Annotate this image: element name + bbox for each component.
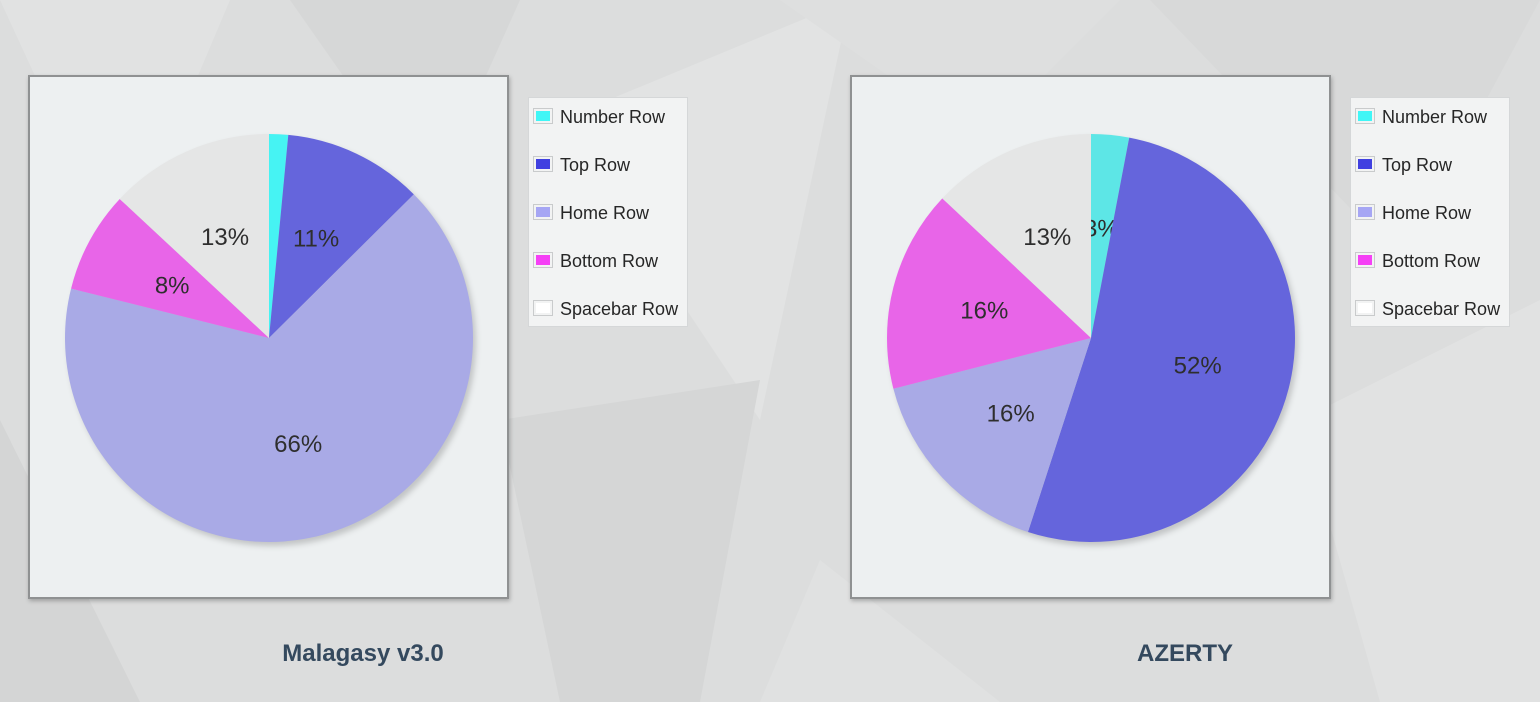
pie-chart: 3%52%16%16%13% — [887, 134, 1298, 546]
chart-title: AZERTY — [1137, 640, 1233, 667]
legend-swatch — [533, 156, 553, 172]
pie-slice-home-row — [893, 338, 1091, 533]
pie-chart-panel: 3% 52% 16% 16% 13% — [850, 75, 1331, 599]
legend-label: Top Row — [560, 155, 631, 175]
chart-title: Malagasy v3.0 — [282, 640, 444, 667]
legend-swatch — [1355, 204, 1375, 220]
slice-label-bottom-row: 16% — [960, 298, 1008, 325]
pie-slice-bottom-row — [887, 198, 1091, 389]
pie-chart: 11% 66% 8% 13% — [64, 134, 476, 546]
legend-label: Home Row — [1382, 203, 1472, 223]
legend-swatch — [1355, 300, 1375, 316]
legend-swatch — [1355, 156, 1375, 172]
legend-label: Number Row — [560, 107, 666, 127]
legend-label: Top Row — [1382, 155, 1453, 175]
legend-item-home-row: Home Row — [1354, 200, 1511, 224]
slice-label-spacebar-row: 13% — [201, 224, 249, 251]
legend-label: Home Row — [560, 203, 650, 223]
chart-malagasy: 11% 66% 8% 13% Number Row Top Row Home Row Bot… — [0, 0, 720, 702]
legend-swatch — [533, 252, 553, 268]
pie-slice-bottom-row — [71, 198, 269, 338]
legend-swatch — [533, 108, 553, 124]
legend-swatch — [1355, 252, 1375, 268]
legend-item-home-row: Home Row — [532, 200, 689, 224]
legend-label: Bottom Row — [560, 251, 659, 271]
slice-label-spacebar-row: 13% — [1023, 224, 1071, 251]
pie-slice-number-row — [1091, 134, 1130, 338]
pie-slice-spacebar-row — [942, 134, 1091, 338]
slice-label-home-row: 66% — [274, 431, 322, 458]
legend-label: Spacebar Row — [560, 299, 679, 319]
chart-legend: Number Row Top Row Home Row Bottom Row Space… — [528, 97, 688, 327]
slice-label-top-row: 52% — [1174, 352, 1222, 379]
legend-item-top-row: Top Row — [1354, 152, 1511, 176]
legend-swatch — [1355, 108, 1375, 124]
pie-slice-spacebar-row — [119, 134, 269, 338]
legend-item-number-row: Number Row — [1354, 104, 1511, 128]
pie-slice-home-row — [64, 194, 473, 542]
legend-swatch — [533, 300, 553, 316]
pie-slice-number-row — [269, 134, 289, 338]
legend-item-bottom-row: Bottom Row — [1354, 248, 1511, 272]
legend-label: Spacebar Row — [1382, 299, 1501, 319]
chart-legend: Number Row Top Row Home Row Bottom Row Space… — [1350, 97, 1510, 327]
legend-item-spacebar-row: Spacebar Row — [1354, 296, 1511, 320]
pie-chart-panel: 11% 66% 8% 13% — [28, 75, 509, 599]
chart-azerty: 3% 52% 16% 16% 13% Number Row Top Row Home Row… — [822, 0, 1540, 702]
slice-label-bottom-row: 8% — [155, 272, 190, 299]
legend-label: Bottom Row — [1382, 251, 1481, 271]
slice-label-home-row: 16% — [987, 400, 1035, 427]
legend-item-bottom-row: Bottom Row — [532, 248, 689, 272]
legend-item-number-row: Number Row — [532, 104, 689, 128]
slice-label-top-row: 11% — [293, 225, 339, 252]
legend-swatch — [533, 204, 553, 220]
pie-slice-top-row — [1027, 137, 1295, 542]
legend-item-spacebar-row: Spacebar Row — [532, 296, 689, 320]
pie-slice-top-row — [269, 134, 414, 338]
legend-label: Number Row — [1382, 107, 1488, 127]
legend-item-top-row: Top Row — [532, 152, 689, 176]
